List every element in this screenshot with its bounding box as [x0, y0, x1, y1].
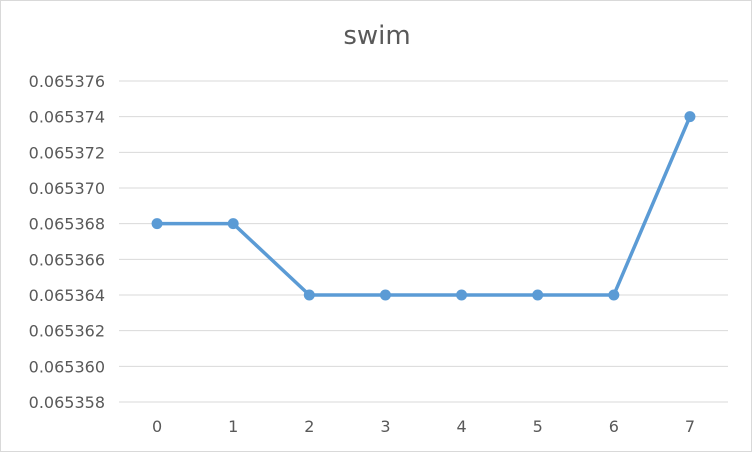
x-axis-ticks: 0 1 2 3 4 5 6 7: [152, 417, 695, 436]
x-tick-label: 7: [685, 417, 695, 436]
y-tick-label: 0.065364: [29, 286, 105, 305]
x-tick-label: 5: [533, 417, 543, 436]
y-tick-label: 0.065370: [29, 179, 105, 198]
series-layer: [151, 111, 696, 301]
data-point: [151, 218, 163, 230]
data-point: [532, 289, 544, 301]
y-tick-label: 0.065362: [29, 322, 105, 341]
y-tick-label: 0.065376: [29, 72, 105, 91]
x-tick-label: 2: [304, 417, 314, 436]
data-point: [608, 289, 620, 301]
chart-title: swim: [343, 21, 410, 51]
x-tick-label: 3: [380, 417, 390, 436]
x-tick-label: 1: [228, 417, 238, 436]
x-tick-label: 4: [456, 417, 466, 436]
series-line: [155, 114, 692, 297]
y-tick-label: 0.065368: [29, 215, 105, 234]
y-tick-label: 0.065358: [29, 393, 105, 412]
x-tick-label: 6: [609, 417, 619, 436]
data-point: [379, 289, 391, 301]
y-axis-ticks: 0.065358 0.065360 0.065362 0.065364 0.065366…: [29, 72, 105, 412]
y-tick-label: 0.065374: [29, 108, 105, 127]
y-tick-label: 0.065366: [29, 250, 105, 269]
data-point: [456, 289, 468, 301]
data-point: [227, 218, 239, 230]
x-tick-label: 0: [152, 417, 162, 436]
y-tick-label: 0.065360: [29, 357, 105, 376]
y-tick-label: 0.065372: [29, 143, 105, 162]
data-point: [684, 111, 696, 123]
data-point: [303, 289, 315, 301]
